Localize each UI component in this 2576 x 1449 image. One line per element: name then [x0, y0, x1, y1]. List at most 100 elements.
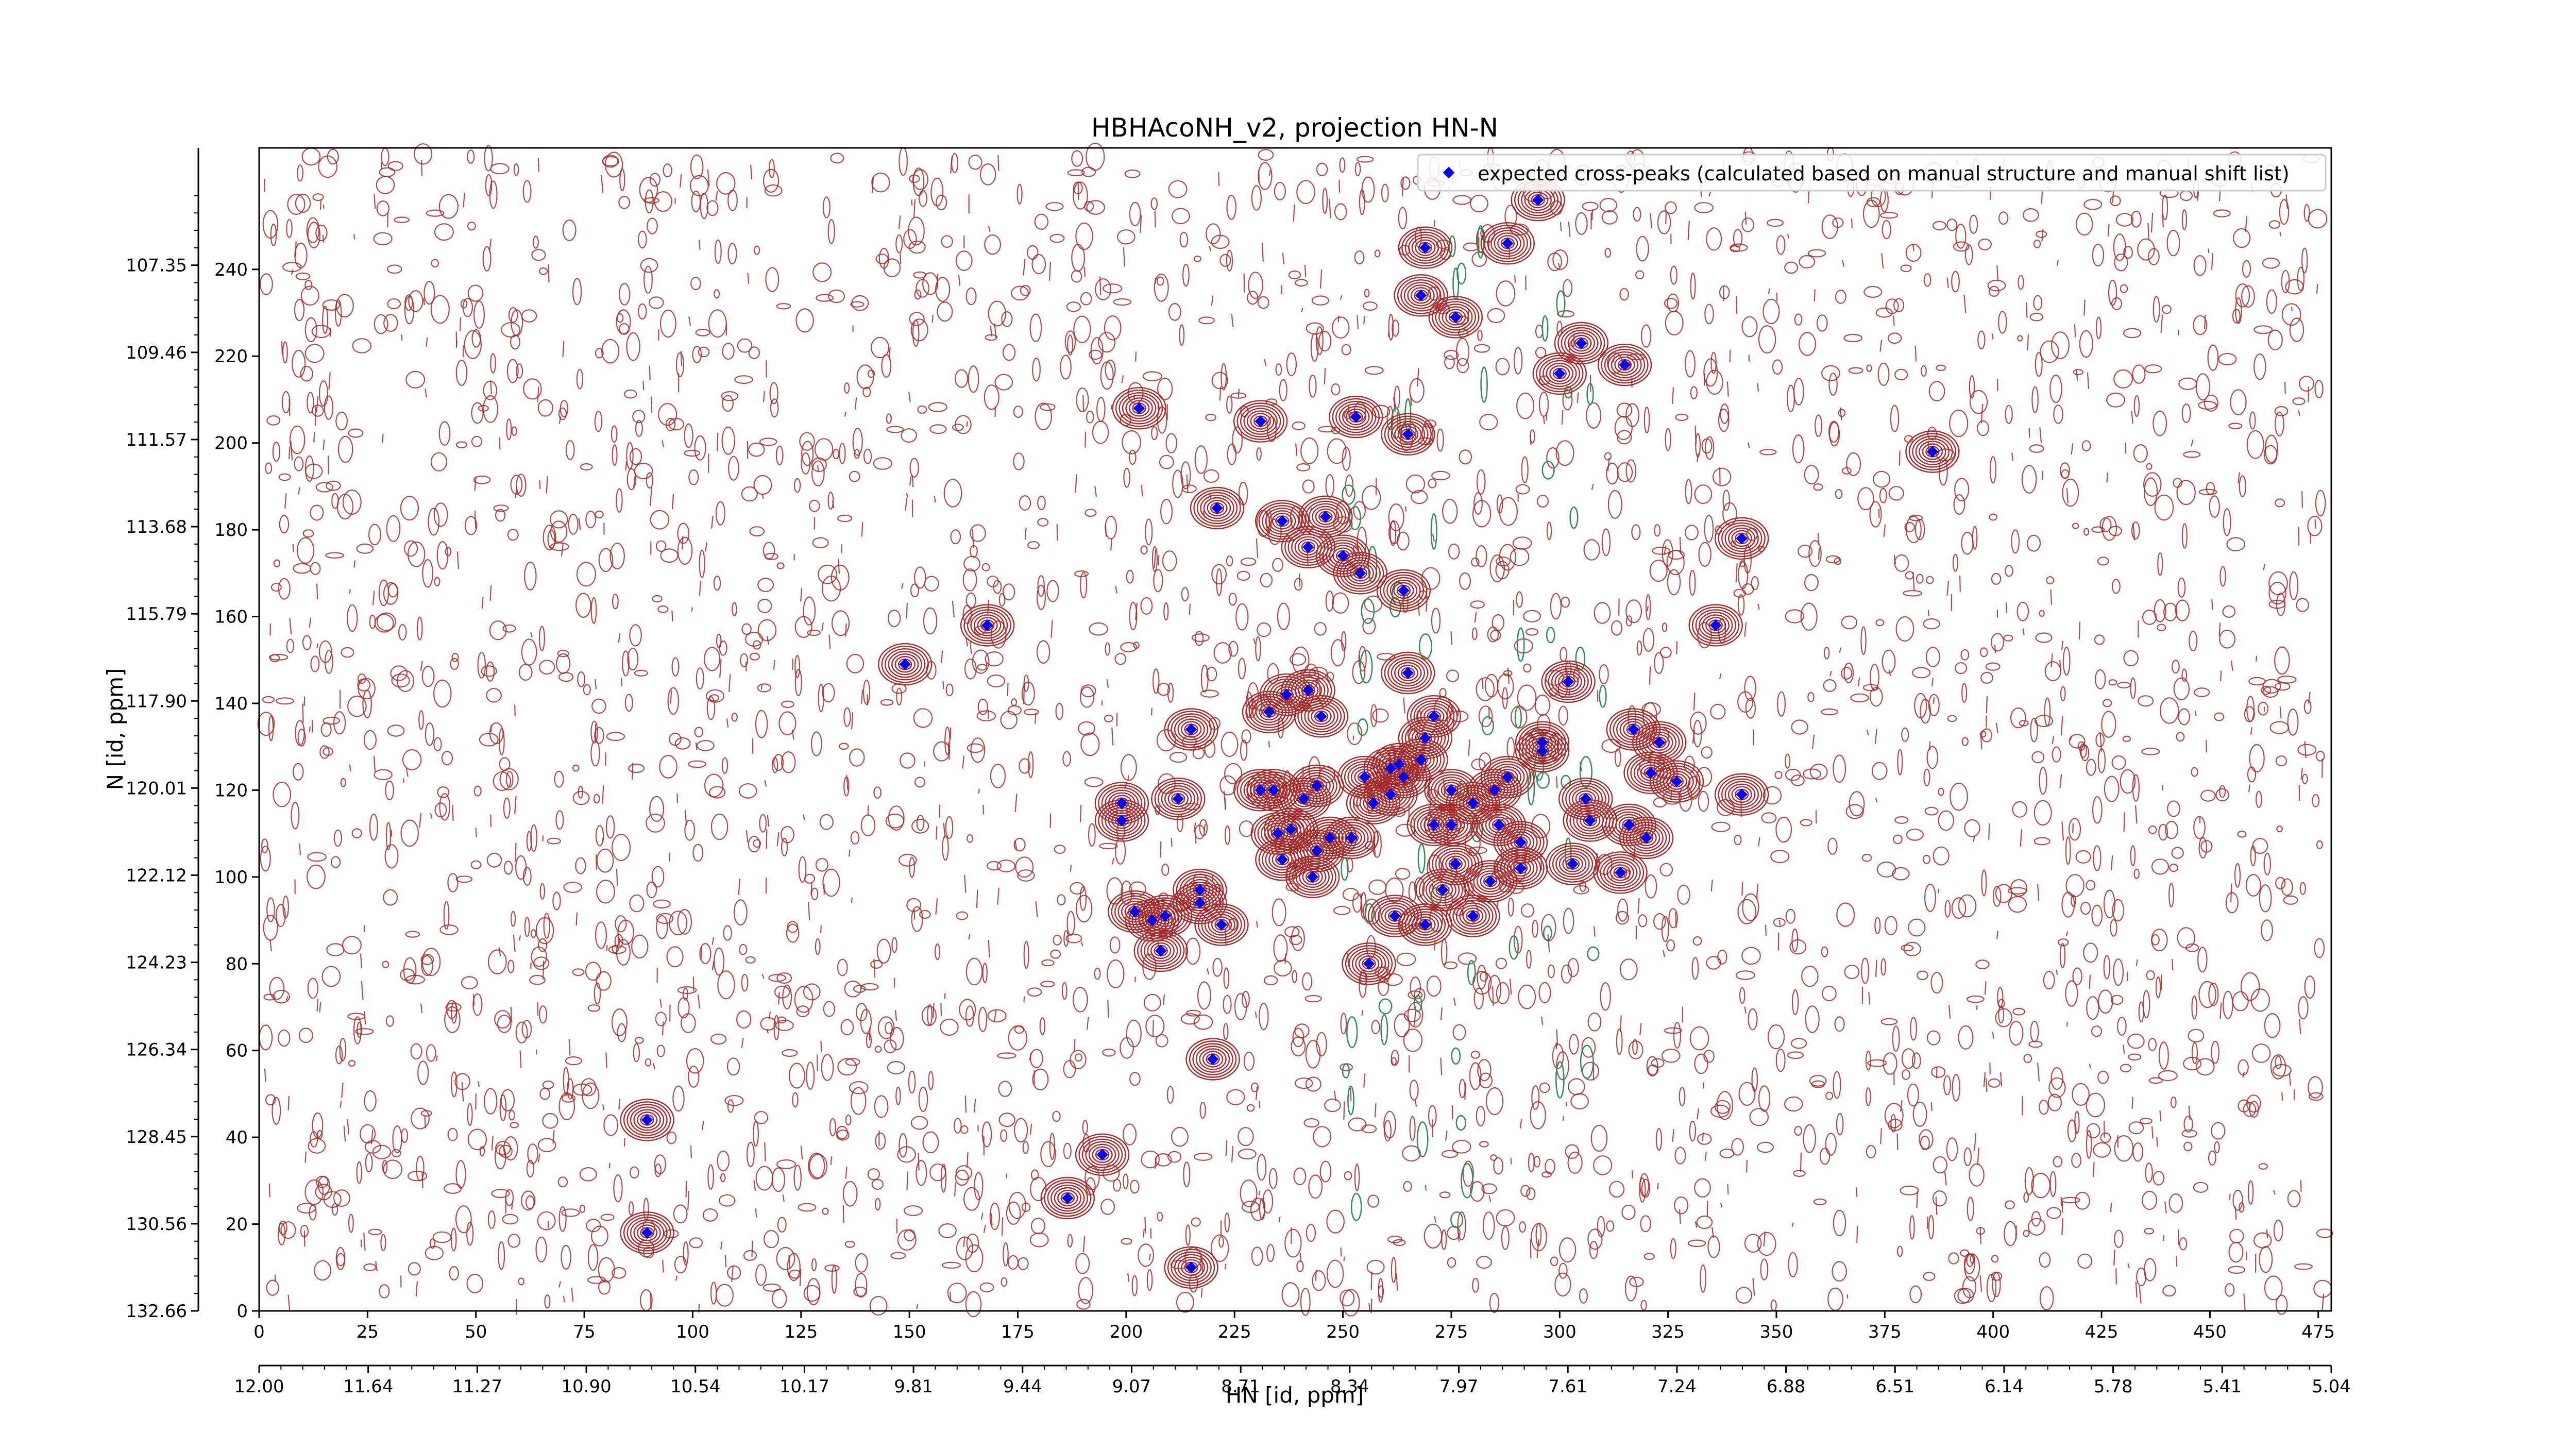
noise-contour — [1981, 869, 1987, 897]
noise-contour — [572, 278, 582, 306]
noise-contour — [683, 1241, 689, 1266]
noise-contour — [482, 246, 492, 272]
noise-contour — [1933, 1156, 1947, 1174]
noise-contour — [1805, 1005, 1820, 1033]
noise-contour — [2315, 490, 2326, 517]
noise-contour — [2208, 1150, 2216, 1166]
noise-contour — [1944, 900, 1951, 918]
noise-contour — [998, 1113, 1015, 1127]
noise-contour — [1799, 255, 1816, 268]
noise-contour — [1134, 976, 1136, 983]
negative-contour — [1451, 1047, 1461, 1065]
noise-contour — [1116, 229, 1136, 245]
noise-contour — [527, 1143, 538, 1165]
noise-contour — [1900, 1185, 1919, 1195]
noise-contour — [627, 648, 639, 671]
peak-contour — [1348, 948, 1389, 980]
noise-contour — [2030, 717, 2038, 743]
noise-contour — [909, 312, 925, 326]
peak-contour — [1487, 761, 1529, 794]
noise-contour — [2239, 475, 2246, 498]
peak-contour — [1539, 357, 1581, 390]
noise-contour — [1916, 574, 1924, 584]
noise-contour — [2194, 711, 2197, 717]
noise-contour — [1063, 930, 1069, 947]
noise-contour — [922, 1131, 939, 1154]
noise-contour — [2134, 805, 2138, 824]
noise-contour — [1086, 410, 1094, 424]
noise-contour — [1757, 1232, 1776, 1256]
noise-contour — [558, 407, 567, 420]
peak-contour — [1401, 229, 1449, 266]
cross-peak-point — [1623, 819, 1635, 831]
noise-contour — [1080, 732, 1100, 756]
peak-contour — [1705, 617, 1726, 634]
noise-contour — [909, 458, 919, 478]
peak-contour — [1462, 907, 1484, 924]
noise-contour — [871, 172, 890, 193]
noise-contour — [706, 696, 716, 720]
noise-contour — [1459, 572, 1471, 590]
noise-contour — [1490, 1154, 1497, 1161]
peak-contour — [1192, 1043, 1233, 1075]
noise-contour — [1374, 249, 1381, 258]
noise-contour — [1535, 347, 1547, 359]
peak-contour — [1422, 873, 1463, 906]
cross-peak-point — [1709, 619, 1722, 631]
noise-contour — [1014, 1025, 1025, 1034]
noise-contour — [2050, 589, 2053, 605]
noise-contour — [2167, 800, 2180, 817]
noise-contour — [906, 1171, 908, 1190]
noise-contour — [717, 1150, 730, 1172]
noise-contour — [398, 624, 407, 641]
noise-contour — [990, 1213, 993, 1226]
x-index-tick-label: 0 — [253, 1322, 265, 1342]
x-index-tick-label: 425 — [2085, 1322, 2119, 1342]
noise-contour — [1526, 950, 1532, 969]
noise-contour — [479, 733, 499, 747]
noise-contour — [741, 623, 752, 635]
noise-contour — [830, 1156, 833, 1165]
peak-contour — [1180, 721, 1202, 738]
peak-contour — [1138, 895, 1193, 937]
noise-contour — [970, 737, 986, 763]
noise-contour — [898, 853, 917, 867]
noise-contour — [1013, 837, 1026, 852]
noise-contour — [1664, 1027, 1682, 1034]
noise-contour — [1909, 1215, 1915, 1240]
noise-contour — [844, 382, 850, 394]
noise-contour — [1935, 1197, 1938, 1215]
noise-contour — [575, 593, 591, 618]
noise-contour — [2086, 759, 2096, 776]
noise-contour — [1552, 249, 1568, 271]
noise-contour — [2123, 328, 2142, 339]
noise-contour — [1931, 1066, 1946, 1078]
noise-contour — [2304, 975, 2316, 999]
noise-contour — [280, 1221, 296, 1239]
noise-contour — [755, 710, 768, 738]
noise-contour — [1322, 188, 1328, 214]
noise-contour — [2132, 774, 2140, 802]
noise-contour — [2266, 289, 2277, 314]
noise-contour — [2103, 699, 2112, 707]
noise-contour — [1499, 497, 1518, 526]
noise-contour — [318, 380, 329, 407]
noise-contour — [422, 559, 434, 588]
noise-contour — [840, 1019, 854, 1036]
noise-contour — [996, 860, 1016, 872]
noise-contour — [1124, 169, 1141, 178]
noise-contour — [1479, 413, 1498, 431]
noise-contour — [2131, 521, 2140, 540]
noise-contour — [407, 1170, 428, 1182]
noise-contour — [2037, 884, 2040, 901]
noise-contour — [612, 945, 619, 953]
noise-contour — [1277, 602, 1290, 630]
noise-contour — [2299, 882, 2306, 895]
noise-contour — [2061, 641, 2063, 650]
noise-contour — [594, 411, 603, 432]
noise-contour — [818, 564, 838, 584]
noise-contour — [602, 785, 604, 804]
noise-contour — [1867, 1059, 1887, 1067]
noise-contour — [1500, 849, 1503, 862]
noise-contour — [319, 199, 322, 210]
